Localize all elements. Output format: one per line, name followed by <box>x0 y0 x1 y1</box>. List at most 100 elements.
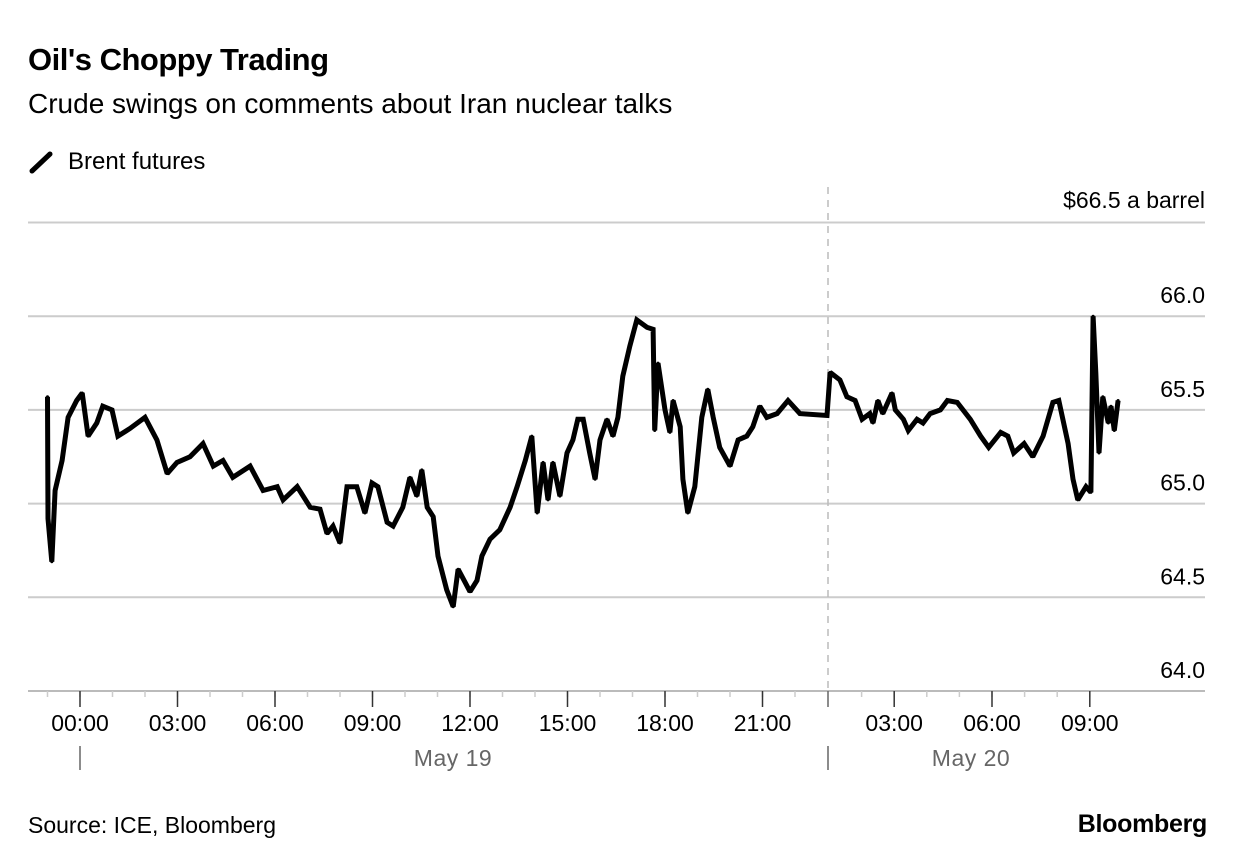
data-point <box>143 415 147 419</box>
data-point <box>331 524 335 528</box>
data-point <box>508 505 512 509</box>
x-tick-label: 09:00 <box>344 710 402 736</box>
data-point <box>1101 395 1105 399</box>
data-point <box>605 417 609 421</box>
data-point <box>765 415 769 419</box>
data-point <box>901 417 905 421</box>
data-point <box>110 408 114 412</box>
data-point <box>46 395 49 399</box>
data-point <box>868 412 872 416</box>
data-point <box>711 415 715 419</box>
y-tick-label: 64.0 <box>1160 657 1205 683</box>
data-point <box>999 430 1003 434</box>
data-point <box>838 378 842 382</box>
data-point <box>128 427 132 431</box>
data-point <box>745 434 749 438</box>
data-point <box>876 399 880 402</box>
data-point <box>718 445 722 449</box>
data-point <box>408 475 412 479</box>
date-label-may19: May 19 <box>414 745 492 771</box>
data-point <box>1031 455 1035 459</box>
data-point <box>1022 442 1026 446</box>
data-point <box>593 477 597 481</box>
x-tick-label: 12:00 <box>441 710 499 736</box>
source-note: Source: ICE, Bloomberg <box>28 812 277 838</box>
data-point <box>881 412 885 416</box>
data-point <box>318 507 322 511</box>
series-line-brent-futures <box>45 315 1121 608</box>
data-point <box>445 588 449 592</box>
data-point <box>571 438 575 442</box>
data-point <box>576 417 580 421</box>
x-tick-label: 06:00 <box>963 710 1021 736</box>
data-point <box>651 327 655 331</box>
data-point <box>75 399 79 402</box>
data-point <box>938 408 942 412</box>
data-point <box>751 425 755 429</box>
data-point <box>890 391 894 395</box>
data-point <box>66 415 70 419</box>
data-point <box>188 455 192 459</box>
data-point <box>1112 429 1116 432</box>
y-tick-label: 64.5 <box>1160 563 1205 589</box>
data-point <box>116 434 120 438</box>
data-point <box>355 485 359 489</box>
data-point <box>480 554 484 558</box>
y-tick-label: 66.0 <box>1160 282 1205 308</box>
data-point <box>523 459 527 462</box>
data-point <box>46 517 50 521</box>
data-point <box>425 505 429 509</box>
x-tick-label: 06:00 <box>246 710 304 736</box>
data-point <box>686 511 690 515</box>
data-point <box>786 399 790 402</box>
data-point <box>281 498 285 502</box>
data-point <box>775 412 779 416</box>
data-point <box>681 477 685 481</box>
data-point <box>1109 404 1113 408</box>
data-point <box>248 464 252 468</box>
data-point <box>693 485 697 489</box>
data-point <box>451 605 455 609</box>
data-point <box>1094 370 1098 374</box>
data-point <box>53 489 57 492</box>
data-point <box>1012 451 1016 455</box>
data-point <box>308 505 312 509</box>
data-point <box>668 430 672 434</box>
data-point <box>758 404 762 408</box>
data-point <box>468 590 472 594</box>
data-point <box>968 417 972 421</box>
data-point <box>431 515 435 519</box>
data-point <box>535 511 539 515</box>
y-unit-label: $66.5 a barrel <box>1063 187 1205 213</box>
data-point <box>385 520 389 524</box>
data-point <box>635 318 639 322</box>
data-point <box>221 459 225 462</box>
data-point <box>530 434 534 438</box>
data-point <box>80 391 84 395</box>
x-tick-label: 18:00 <box>636 710 694 736</box>
data-point <box>515 485 519 489</box>
y-tick-label: 65.5 <box>1160 376 1205 402</box>
data-point <box>598 438 602 442</box>
data-point <box>1051 400 1055 404</box>
data-point <box>987 445 991 449</box>
data-point <box>1057 399 1061 402</box>
data-point <box>498 528 502 532</box>
data-point <box>391 524 395 528</box>
data-point <box>979 434 983 438</box>
x-tick-label: 15:00 <box>539 710 597 736</box>
data-point <box>906 429 910 432</box>
data-point <box>175 460 179 464</box>
data-point <box>60 459 64 462</box>
data-point <box>1091 314 1095 318</box>
data-point <box>663 408 667 412</box>
data-point <box>456 567 460 571</box>
data-point <box>363 511 367 515</box>
data-point <box>871 421 875 425</box>
data-point <box>1041 434 1045 438</box>
data-point <box>728 464 732 468</box>
data-point <box>828 370 832 374</box>
data-point <box>1066 442 1070 446</box>
chart-title: Oil's Choppy Trading <box>28 42 329 77</box>
